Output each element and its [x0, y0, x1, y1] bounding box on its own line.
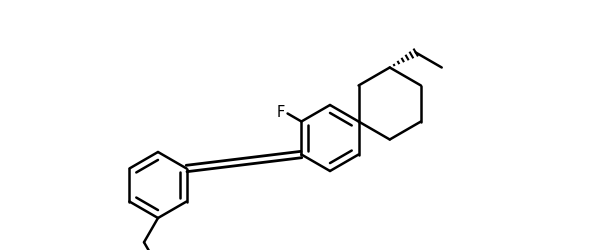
Text: F: F: [277, 105, 284, 120]
